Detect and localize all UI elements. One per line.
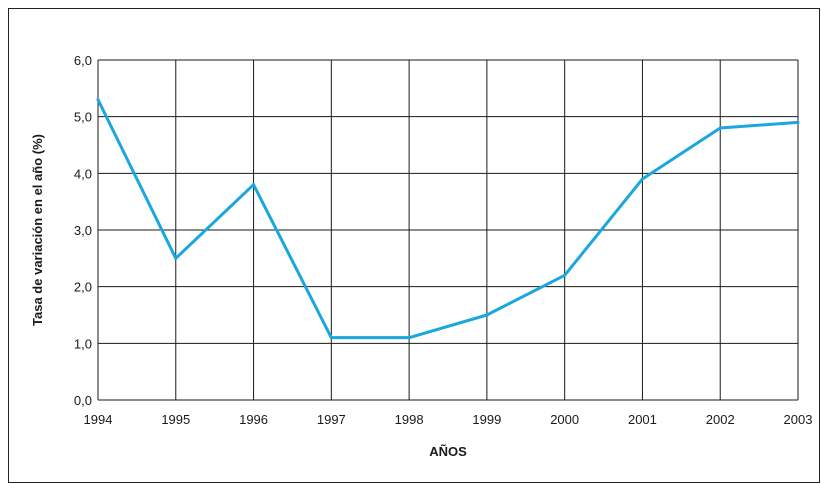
data-point: [718, 126, 722, 130]
y-tick-label: 0,0: [74, 393, 92, 408]
y-tick-label: 5,0: [74, 110, 92, 125]
x-tick-label: 1995: [161, 412, 190, 427]
x-tick-label: 2000: [550, 412, 579, 427]
y-tick-label: 6,0: [74, 53, 92, 68]
grid: [97, 59, 799, 401]
x-tick-label: 2002: [706, 412, 735, 427]
series-line: [96, 98, 800, 340]
data-point: [174, 256, 178, 260]
x-tick-label: 1999: [472, 412, 501, 427]
data-point: [485, 313, 489, 317]
y-tick-label: 1,0: [74, 336, 92, 351]
chart-frame: [8, 8, 820, 483]
x-tick-label: 1996: [239, 412, 268, 427]
x-axis-title: AÑOS: [429, 444, 467, 459]
data-point: [796, 120, 800, 124]
data-point: [407, 336, 411, 340]
x-tick-label: 1997: [317, 412, 346, 427]
x-tick-label: 2001: [628, 412, 657, 427]
data-point: [96, 98, 100, 102]
y-tick-label: 2,0: [74, 280, 92, 295]
y-axis-title: Tasa de variación en el año (%): [30, 134, 45, 326]
x-tick-label: 1994: [84, 412, 113, 427]
y-tick-label: 3,0: [74, 223, 92, 238]
series-layer: [96, 98, 800, 340]
y-tick-label: 4,0: [74, 166, 92, 181]
data-point: [640, 177, 644, 181]
x-tick-label: 1998: [395, 412, 424, 427]
data-point: [252, 183, 256, 187]
data-point: [329, 336, 333, 340]
tick-labels: 0,0 1,0 2,0 3,0 4,0 5,0 6,0 1994 1995 1996 1997 199…: [74, 53, 813, 427]
x-tick-label: 2003: [784, 412, 813, 427]
data-point: [563, 273, 567, 277]
